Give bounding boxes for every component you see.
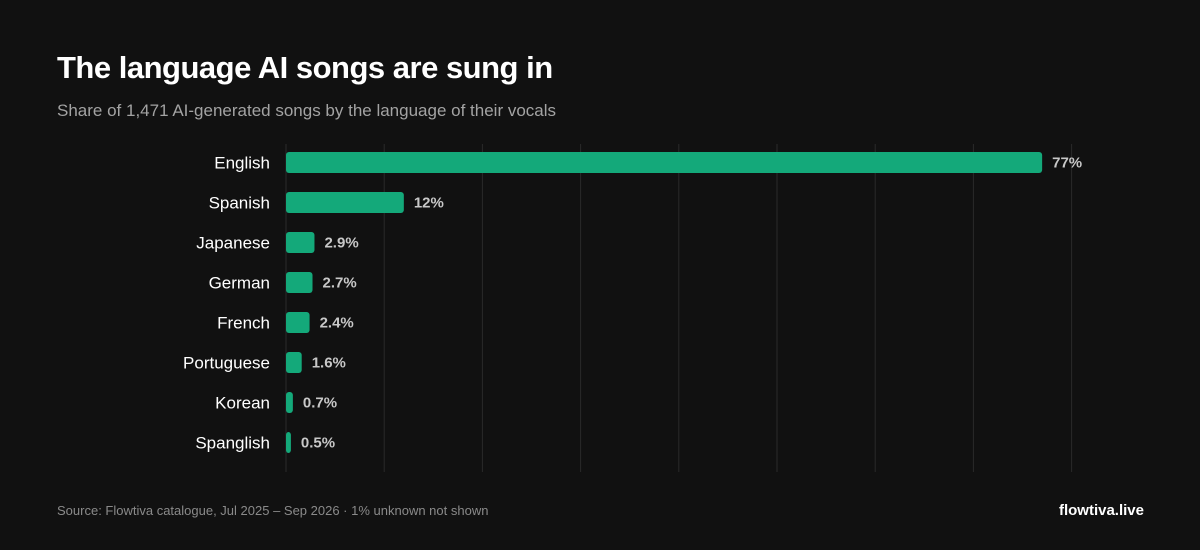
value-label: 12%: [414, 195, 444, 212]
gridlines: [285, 144, 1073, 472]
value-label: 2.7%: [323, 275, 357, 292]
bar-spanish: [286, 192, 404, 213]
category-label: Portuguese: [183, 354, 270, 373]
value-label: 0.7%: [303, 395, 337, 412]
value-label: 77%: [1052, 155, 1082, 172]
category-label: Spanish: [209, 194, 270, 213]
category-label: Japanese: [196, 234, 270, 253]
source-note: Source: Flowtiva catalogue, Jul 2025 – S…: [57, 503, 489, 518]
chart-title: The language AI songs are sung in: [57, 50, 553, 85]
value-label: 1.6%: [312, 355, 346, 372]
bar-spanglish: [286, 432, 291, 453]
category-label: Korean: [215, 394, 270, 413]
value-label: 2.9%: [324, 235, 358, 252]
bar-german: [286, 272, 313, 293]
bar-chart: English 77% Spanish 12% Japanese 2.9% German 2.…: [183, 144, 1082, 472]
category-label: English: [214, 154, 270, 173]
bar-japanese: [286, 232, 315, 253]
value-label: 2.4%: [320, 315, 354, 332]
brand-link[interactable]: flowtiva.live: [1058, 502, 1144, 519]
bar-english: [286, 152, 1043, 173]
bars: [286, 152, 1043, 453]
category-label: German: [209, 274, 270, 293]
value-label: 0.5%: [301, 435, 335, 452]
labels: English 77% Spanish 12% Japanese 2.9% German 2.…: [183, 154, 1082, 453]
category-label: Spanglish: [195, 434, 270, 453]
chart-subtitle: Share of 1,471 AI-generated songs by the…: [57, 101, 557, 120]
bar-korean: [286, 392, 293, 413]
bar-french: [286, 312, 310, 333]
category-label: French: [217, 314, 270, 333]
bar-portuguese: [286, 352, 302, 373]
